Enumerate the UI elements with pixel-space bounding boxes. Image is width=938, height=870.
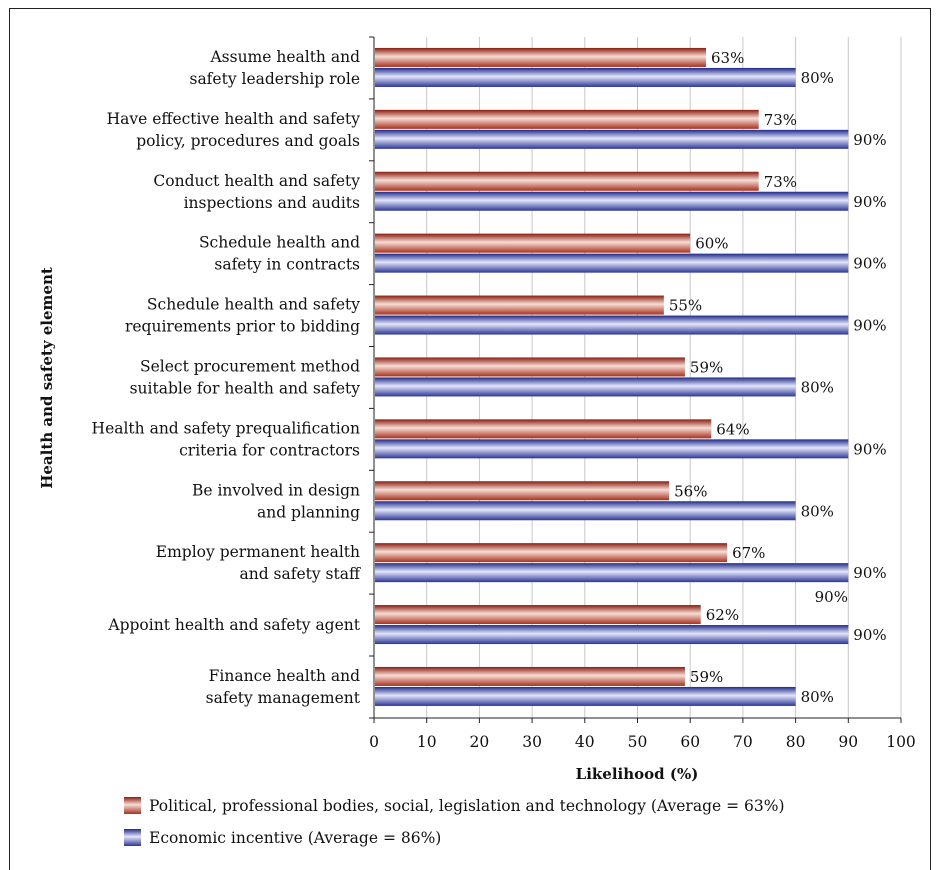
x-axis-title: Likelihood (%) — [576, 765, 699, 783]
category-label-8-line-1: and safety staff — [239, 565, 361, 583]
bar-political-7 — [375, 481, 670, 501]
bar-political-2 — [375, 171, 759, 191]
bar-political-6 — [375, 419, 712, 439]
category-labels: Assume health and safety leadership role H… — [92, 48, 361, 707]
bar-political-3 — [375, 233, 691, 253]
bar-political-0 — [375, 47, 707, 67]
category-label-10-line-0: Finance health and — [209, 667, 360, 685]
data-label-economic-3: 90% — [853, 255, 886, 273]
x-tick-label-40: 40 — [575, 733, 595, 751]
category-label-5-line-0: Select procurement method — [140, 357, 360, 375]
category-label-10-line-1: safety management — [206, 689, 361, 707]
category-label-6-line-1: criteria for contractors — [179, 441, 360, 459]
bar-political-5 — [375, 357, 685, 377]
category-label-8-line-0: Employ permanent health — [156, 543, 360, 561]
category-label-5-line-1: suitable for health and safety — [130, 379, 361, 397]
y-axis-title: Health and safety element — [38, 267, 56, 489]
bar-economic-0 — [375, 67, 796, 87]
data-label-political-2: 73% — [764, 173, 797, 191]
category-label-9-line-0: Appoint health and safety agent — [107, 616, 360, 634]
bar-economic-6 — [375, 439, 849, 459]
bar-political-4 — [375, 295, 664, 315]
category-label-0-line-1: safety leadership role — [189, 70, 360, 88]
category-label-7-line-0: Be involved in design — [192, 481, 360, 499]
data-label-economic-9: 90% — [853, 626, 886, 644]
data-label-economic-4: 90% — [853, 317, 886, 335]
category-label-0-line-0: Assume health and — [209, 48, 360, 66]
bar-economic-2 — [375, 191, 849, 211]
legend: Political, professional bodies, social, … — [124, 797, 785, 847]
data-label-political-5: 59% — [690, 358, 723, 376]
bar-economic-9 — [375, 625, 849, 645]
data-labels: 63% 80% 73% 90% 73% 90% 60% 90% 55% 90% 59% 80% 64% 9… — [669, 49, 887, 706]
data-label-political-10: 59% — [690, 668, 723, 686]
data-label-political-1: 73% — [764, 111, 797, 129]
bar-economic-3 — [375, 253, 849, 273]
category-label-1-line-0: Have effective health and safety — [107, 110, 361, 128]
category-label-2-line-0: Conduct health and safety — [153, 172, 360, 190]
bar-economic-1 — [375, 129, 849, 149]
data-label-economic-2: 90% — [853, 193, 886, 211]
x-tick-label-100: 100 — [886, 733, 916, 751]
bar-economic-7 — [375, 501, 796, 521]
data-label-economic-6: 90% — [853, 440, 886, 458]
x-tick-label-10: 10 — [417, 733, 437, 751]
data-label-economic-0: 80% — [801, 69, 834, 87]
category-label-4-line-1: requirements prior to bidding — [125, 318, 360, 336]
chart-frame — [9, 8, 931, 870]
x-tick-label-0: 0 — [369, 733, 379, 751]
data-label-political-3: 60% — [695, 235, 728, 253]
axes — [369, 36, 902, 723]
legend-swatch-political — [124, 797, 141, 814]
bar-economic-8 — [375, 563, 849, 583]
legend-label-political: Political, professional bodies, social, … — [149, 797, 785, 815]
bar-economic-10 — [375, 686, 796, 706]
x-tick-labels: 0 10 20 30 40 50 60 70 80 90 100 — [369, 733, 916, 751]
bar-economic-4 — [375, 315, 849, 335]
data-label-economic-5: 80% — [801, 378, 834, 396]
data-label-economic-7: 80% — [801, 502, 834, 520]
category-label-7-line-1: and planning — [257, 503, 360, 521]
legend-label-economic: Economic incentive (Average = 86%) — [149, 829, 441, 847]
data-label-political-0: 63% — [711, 49, 744, 67]
category-label-6-line-0: Health and safety prequalification — [92, 419, 360, 437]
category-label-2-line-1: inspections and audits — [184, 194, 360, 212]
category-label-3-line-0: Schedule health and — [199, 234, 360, 252]
x-tick-label-60: 60 — [680, 733, 700, 751]
legend-swatch-economic — [124, 829, 141, 846]
data-label-economic-1: 90% — [853, 131, 886, 149]
category-label-4-line-0: Schedule health and safety — [147, 296, 360, 314]
x-tick-label-70: 70 — [733, 733, 753, 751]
data-label-economic-8: 90% — [853, 564, 886, 582]
data-label-economic-10: 80% — [801, 688, 834, 706]
x-tick-label-20: 20 — [470, 733, 490, 751]
bar-political-8 — [375, 543, 728, 563]
bar-economic-5 — [375, 377, 796, 397]
x-tick-label-50: 50 — [628, 733, 648, 751]
data-label-political-8: 67% — [732, 544, 765, 562]
data-label-political-6: 64% — [716, 420, 749, 438]
category-label-3-line-1: safety in contracts — [214, 256, 360, 274]
category-label-1-line-1: policy, procedures and goals — [136, 132, 360, 150]
bar-political-10 — [375, 666, 685, 686]
bar-political-9 — [375, 605, 701, 625]
data-label-political-4: 55% — [669, 297, 702, 315]
data-label-political-7: 56% — [674, 482, 707, 500]
bars — [375, 47, 849, 706]
stray-data-label-0: 90% — [815, 588, 848, 606]
bar-political-1 — [375, 109, 759, 129]
data-label-political-9: 62% — [706, 606, 739, 624]
x-tick-label-90: 90 — [838, 733, 858, 751]
x-tick-label-30: 30 — [522, 733, 542, 751]
x-tick-label-80: 80 — [786, 733, 806, 751]
